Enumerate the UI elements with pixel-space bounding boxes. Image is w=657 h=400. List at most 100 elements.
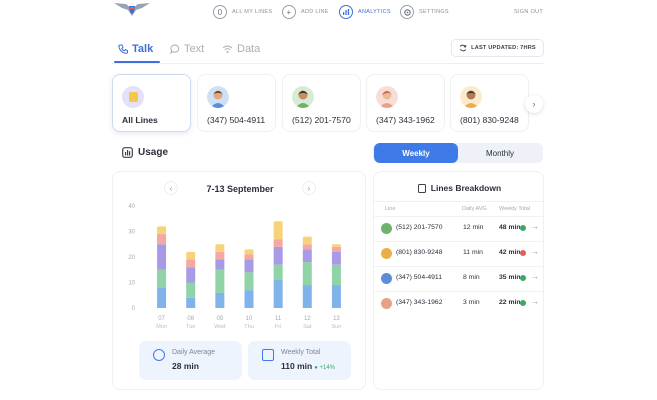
bar-segment[interactable] [331,251,341,265]
bar-segment[interactable] [273,221,283,240]
bar-segment[interactable] [302,285,312,308]
nav-all-my-lines[interactable]: 0 ALL MY LINES [213,4,272,20]
daily-avg-value: 8 min [463,274,480,281]
tab-data[interactable]: Data [222,43,260,55]
bar-segment[interactable] [157,287,167,308]
refresh-icon [459,44,467,52]
line-number: (347) 343-1962 [396,299,443,306]
line-card-8018309248[interactable]: (801) 830-9248 [450,74,529,132]
tab-text[interactable]: Text [170,43,204,55]
bar-segment[interactable] [186,282,196,298]
clock-icon [153,349,165,361]
status-icon [520,225,526,231]
daily-average-value: 28 min [172,361,199,371]
bar-segment[interactable] [215,251,225,260]
bar-segment[interactable] [186,259,196,268]
line-card-3475044911[interactable]: (347) 504-4911 [197,74,276,132]
bar-segment[interactable] [331,285,341,308]
line-number: (801) 830-9248 [396,249,443,256]
next-week-button[interactable]: › [302,181,316,195]
lines-breakdown-panel: Lines Breakdown Line Daily AVG Weekly To… [373,171,545,390]
bar-segment[interactable] [215,259,225,270]
bar-segment[interactable] [244,259,254,273]
bar-segment[interactable] [302,249,312,263]
scroll-right-button[interactable]: › [525,95,543,113]
arrow-right-icon[interactable]: → [531,272,539,281]
bar-chart-icon [122,147,133,158]
bar-segment[interactable] [244,254,254,260]
arrow-right-icon[interactable]: → [531,247,539,256]
bar-segment[interactable] [157,244,167,270]
bar-segment[interactable] [186,297,196,308]
previous-week-button[interactable]: ‹ [164,181,178,195]
monthly-toggle[interactable]: Monthly [485,148,514,158]
bar-segment[interactable] [215,292,225,308]
x-day-label: Fri [275,324,282,330]
last-updated-label: LAST UPDATED: 7HRS [471,45,536,51]
line-card-label: (347) 504-4911 [207,115,266,125]
sign-out-link[interactable]: SIGN OUT [514,9,543,15]
bar-segment[interactable] [302,262,312,286]
x-day-label: Sat [303,324,312,330]
x-day-label: Thu [244,324,254,330]
table-row[interactable]: (347) 343-1962 3 min 22 min → [374,291,545,315]
arrow-right-icon[interactable]: → [531,297,539,306]
daily-average-card: Daily Average 28 min [139,341,242,380]
bar-segment[interactable] [331,244,341,247]
bar-segment[interactable] [302,236,312,245]
bar-segment[interactable] [157,234,167,245]
bar-segment[interactable] [186,251,196,260]
line-card-all[interactable]: All Lines [112,74,191,132]
nav-settings[interactable]: SETTINGS [400,4,449,20]
nav-analytics[interactable]: ANALYTICS [339,4,391,20]
bar-segment[interactable] [157,269,167,288]
bar-segment[interactable] [186,267,196,283]
bar-segment[interactable] [331,246,341,252]
calendar-icon [262,349,274,361]
bar-segment[interactable] [302,244,312,250]
tab-text-label: Text [184,43,205,55]
avatar [381,248,392,259]
y-tick-label: 0 [132,306,136,312]
nav-add-line[interactable]: + ADD LINE [282,4,329,20]
bar-segment[interactable] [273,239,283,247]
brand-logo[interactable] [112,0,152,20]
weekly-toggle[interactable]: Weekly [374,143,458,163]
top-nav: 0 ALL MY LINES + ADD LINE ANALYTICS SETT… [0,0,657,26]
bar-segment[interactable] [215,244,225,252]
chart-icon [339,5,353,19]
bar-segment[interactable] [273,264,283,280]
line-card-3473431962[interactable]: (347) 343-1962 [366,74,445,132]
line-card-label: (801) 830-9248 [460,115,519,125]
period-label: 7-13 September [206,184,274,194]
wifi-icon [222,45,233,53]
bar-segment[interactable] [273,246,283,265]
period-toggle: Weekly Monthly [373,143,543,163]
last-updated-button[interactable]: LAST UPDATED: 7HRS [451,39,544,57]
arrow-right-icon[interactable]: → [531,222,539,231]
avatar [381,223,392,234]
weekly-total-delta-value: +14% [319,365,335,371]
bar-segment[interactable] [273,279,283,308]
tab-talk[interactable]: Talk [118,43,153,55]
bar-segment[interactable] [244,249,254,255]
breakdown-title: Lines Breakdown [430,183,502,193]
line-card-5122017570[interactable]: (512) 201-7570 [282,74,361,132]
status-icon [520,275,526,281]
bar-segment[interactable] [244,272,254,291]
table-row[interactable]: (512) 201-7570 12 min 48 min → [374,216,545,240]
bar-segment[interactable] [331,264,341,286]
bar-segment[interactable] [157,226,167,235]
weekly-total-value: 22 min [499,299,521,306]
table-row[interactable]: (347) 504-4911 8 min 35 min → [374,266,545,290]
bar-segment[interactable] [244,290,254,308]
phone-icon [118,44,128,54]
usage-type-tabs: Talk Text Data [112,40,544,64]
gear-icon [400,5,414,19]
bar-segment[interactable] [215,269,225,293]
usage-bar-chart: 0 10 20 30 40 07 Mon 08 Tue 09 Wed 10 Thu 11 Fri 12 Sat 1… [128,204,341,330]
x-tick-label: 10 [246,316,253,322]
daily-average-label: Daily Average [172,349,216,356]
table-row[interactable]: (801) 830-9248 11 min 42 min → [374,241,545,265]
line-number: (512) 201-7570 [396,224,443,231]
